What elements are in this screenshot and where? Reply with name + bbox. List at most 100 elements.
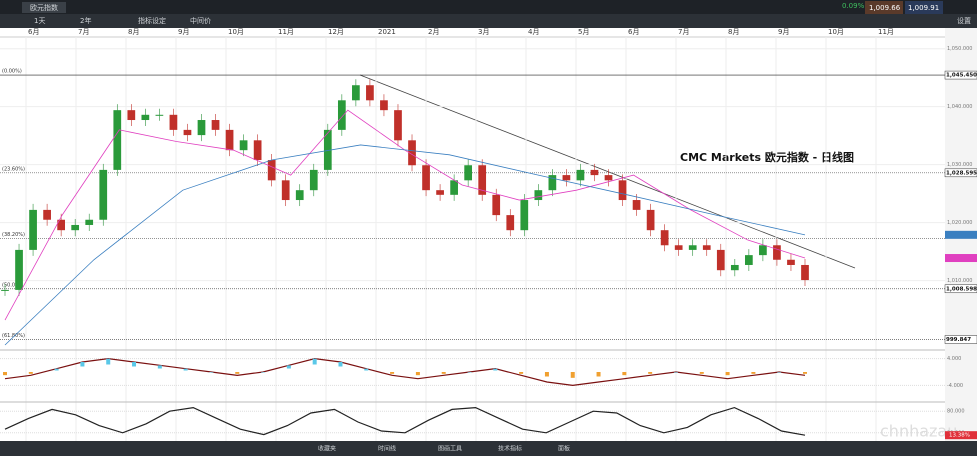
interval[interactable]: 1天: [34, 17, 45, 25]
month-label: 4月: [528, 28, 539, 36]
indicator-line: [4, 406, 806, 436]
macd-bar: [493, 368, 498, 371]
candle-body: [197, 120, 206, 136]
macd-bar: [157, 365, 162, 369]
settings-right[interactable]: 设置: [957, 16, 971, 25]
candle-body: [660, 230, 669, 246]
month-label: 8月: [728, 28, 739, 36]
price-tag: [944, 70, 977, 80]
candle-body: [632, 200, 641, 210]
candle-body: [337, 100, 346, 130]
macd-bar: [106, 358, 111, 365]
candle-body: [239, 140, 248, 151]
footer-tab[interactable]: 技术指标: [498, 445, 522, 453]
candle-body: [618, 180, 627, 201]
candle-body: [702, 245, 711, 250]
price-tag: [944, 284, 977, 294]
macd-bar: [54, 368, 59, 371]
macd-bar: [312, 358, 317, 365]
month-label: 7月: [678, 28, 689, 36]
settings[interactable]: 指标设定: [138, 16, 166, 25]
month-label: 6月: [28, 28, 39, 36]
y-tick-label: 1,010.000: [947, 278, 972, 284]
candle-body: [646, 209, 655, 231]
macd-bar: [803, 372, 807, 374]
indicator-line: [4, 358, 806, 386]
mid-price[interactable]: 中间价: [190, 16, 211, 25]
candle-body: [366, 85, 374, 101]
macd-bar: [338, 362, 343, 367]
candle-body: [688, 245, 697, 250]
candle-body: [436, 190, 444, 195]
macd-bar: [622, 372, 627, 376]
footer-tab[interactable]: 面板: [558, 445, 570, 453]
candle-body: [295, 190, 304, 201]
candle-body: [773, 245, 781, 260]
candle-body: [141, 114, 150, 121]
candle-body: [169, 114, 178, 130]
fib-label: (23.60%): [2, 166, 25, 172]
tab[interactable]: [22, 2, 66, 13]
y-tick-label: 1,050.000: [947, 46, 972, 52]
candle-body: [43, 209, 51, 220]
macd-bar: [441, 372, 446, 374]
footer-tab[interactable]: 图画工具: [438, 446, 462, 453]
candle-body: [492, 194, 501, 216]
panel-tick-label: 4.000: [947, 356, 961, 362]
ask-box[interactable]: [905, 1, 943, 14]
panel-tick-label: -4.000: [947, 383, 963, 389]
ma-tag: [945, 254, 977, 263]
candle-body: [267, 160, 276, 181]
candle-body: [225, 129, 234, 151]
candle-body: [464, 165, 473, 181]
toolbar: [0, 14, 977, 28]
macd-bar: [777, 372, 782, 373]
price-tag-label: 1,008.598: [946, 286, 977, 292]
footer-bar: [0, 441, 977, 456]
macd-bar: [751, 372, 756, 374]
bid[interactable]: 1,009.66: [869, 4, 901, 12]
price-tag: [944, 335, 977, 344]
candle-body: [394, 110, 402, 141]
candle-body: [604, 175, 613, 181]
ask[interactable]: 1,009.91: [908, 4, 939, 12]
footer-tab[interactable]: 收藏夹: [318, 445, 336, 453]
ma-tag: [945, 230, 977, 239]
month-label: 6月: [628, 28, 639, 36]
month-label: 11月: [878, 28, 894, 36]
candle-body: [674, 245, 683, 250]
price-tag: [944, 168, 977, 178]
candle-body: [309, 169, 318, 191]
macd-bar: [28, 372, 33, 374]
macd-bar: [390, 372, 395, 374]
candle-body: [15, 249, 23, 290]
macd-bar: [3, 372, 7, 376]
candle-body: [253, 140, 262, 161]
candle-body: [99, 169, 108, 220]
macd-bar: [596, 372, 601, 377]
candle-body: [183, 129, 192, 136]
candle-body: [155, 114, 164, 116]
candle-body: [323, 129, 332, 170]
candle-body: [506, 215, 515, 231]
stoch-tag-label: 13.38%: [949, 433, 970, 439]
candle-body: [478, 165, 487, 195]
range[interactable]: 2年: [80, 16, 91, 25]
candle-body: [576, 169, 585, 181]
macd-bar: [261, 372, 266, 373]
macd-bar: [415, 372, 420, 376]
y-tick-label: 1,020.000: [947, 220, 972, 226]
fib-label: (38.20%): [2, 232, 25, 238]
price-tag-label: 999.847: [946, 337, 971, 343]
candle-body: [562, 175, 571, 181]
bid-box[interactable]: [865, 1, 903, 14]
candle-body: [716, 249, 725, 271]
macd-bar: [209, 372, 214, 373]
footer-tab[interactable]: 时间线: [378, 445, 396, 453]
candle-body: [745, 255, 753, 265]
candle-body: [520, 200, 529, 231]
change: 0.09%: [842, 2, 865, 10]
macd-bar: [699, 372, 704, 374]
tab-label[interactable]: 欧元指数: [30, 3, 58, 12]
